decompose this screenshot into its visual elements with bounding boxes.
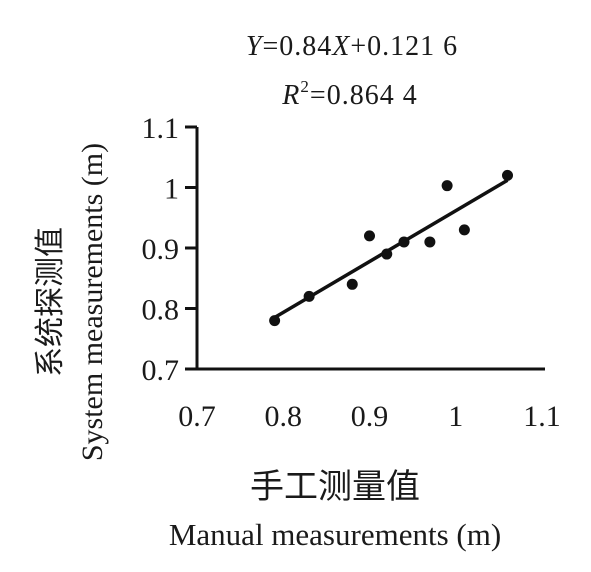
x-tick-label: 0.8 <box>265 400 303 433</box>
data-point <box>424 236 436 248</box>
x-tick-label: 1 <box>448 400 463 433</box>
y-axis-ticks: 0.7 0.8 0.9 1 1.1 <box>142 112 197 387</box>
x-axis-label-chinese: 手工测量值 <box>250 468 420 506</box>
y-tick-label: 0.8 <box>142 294 180 327</box>
regression-equation: Y=0.84X+0.121 6 <box>246 31 458 62</box>
y-tick-label: 1 <box>164 173 179 206</box>
x-axis-label-english: Manual measurements (m) <box>169 517 501 552</box>
data-point <box>502 169 513 181</box>
x-tick-label: 0.7 <box>178 400 216 433</box>
data-point <box>381 248 393 260</box>
x-tick-label: 1.1 <box>523 400 561 433</box>
y-tick-label: 1.1 <box>142 112 180 145</box>
r-squared-label: R2=0.864 4 <box>281 77 417 111</box>
x-tick-label: 0.9 <box>351 400 389 433</box>
data-point <box>303 290 315 302</box>
y-tick-label: 0.9 <box>142 233 180 266</box>
data-points <box>269 169 513 327</box>
data-point <box>398 236 410 248</box>
y-axis-label-english: System measurements (m) <box>76 143 109 461</box>
y-axis-label-chinese: 系统探测值 <box>34 227 67 377</box>
data-point <box>441 180 453 192</box>
data-point <box>346 278 358 290</box>
data-point <box>458 224 470 236</box>
data-point <box>269 315 281 327</box>
data-point <box>364 230 375 242</box>
y-tick-label: 0.7 <box>142 354 180 387</box>
x-axis-ticks: 0.7 0.8 0.9 1 1.1 <box>178 400 561 433</box>
